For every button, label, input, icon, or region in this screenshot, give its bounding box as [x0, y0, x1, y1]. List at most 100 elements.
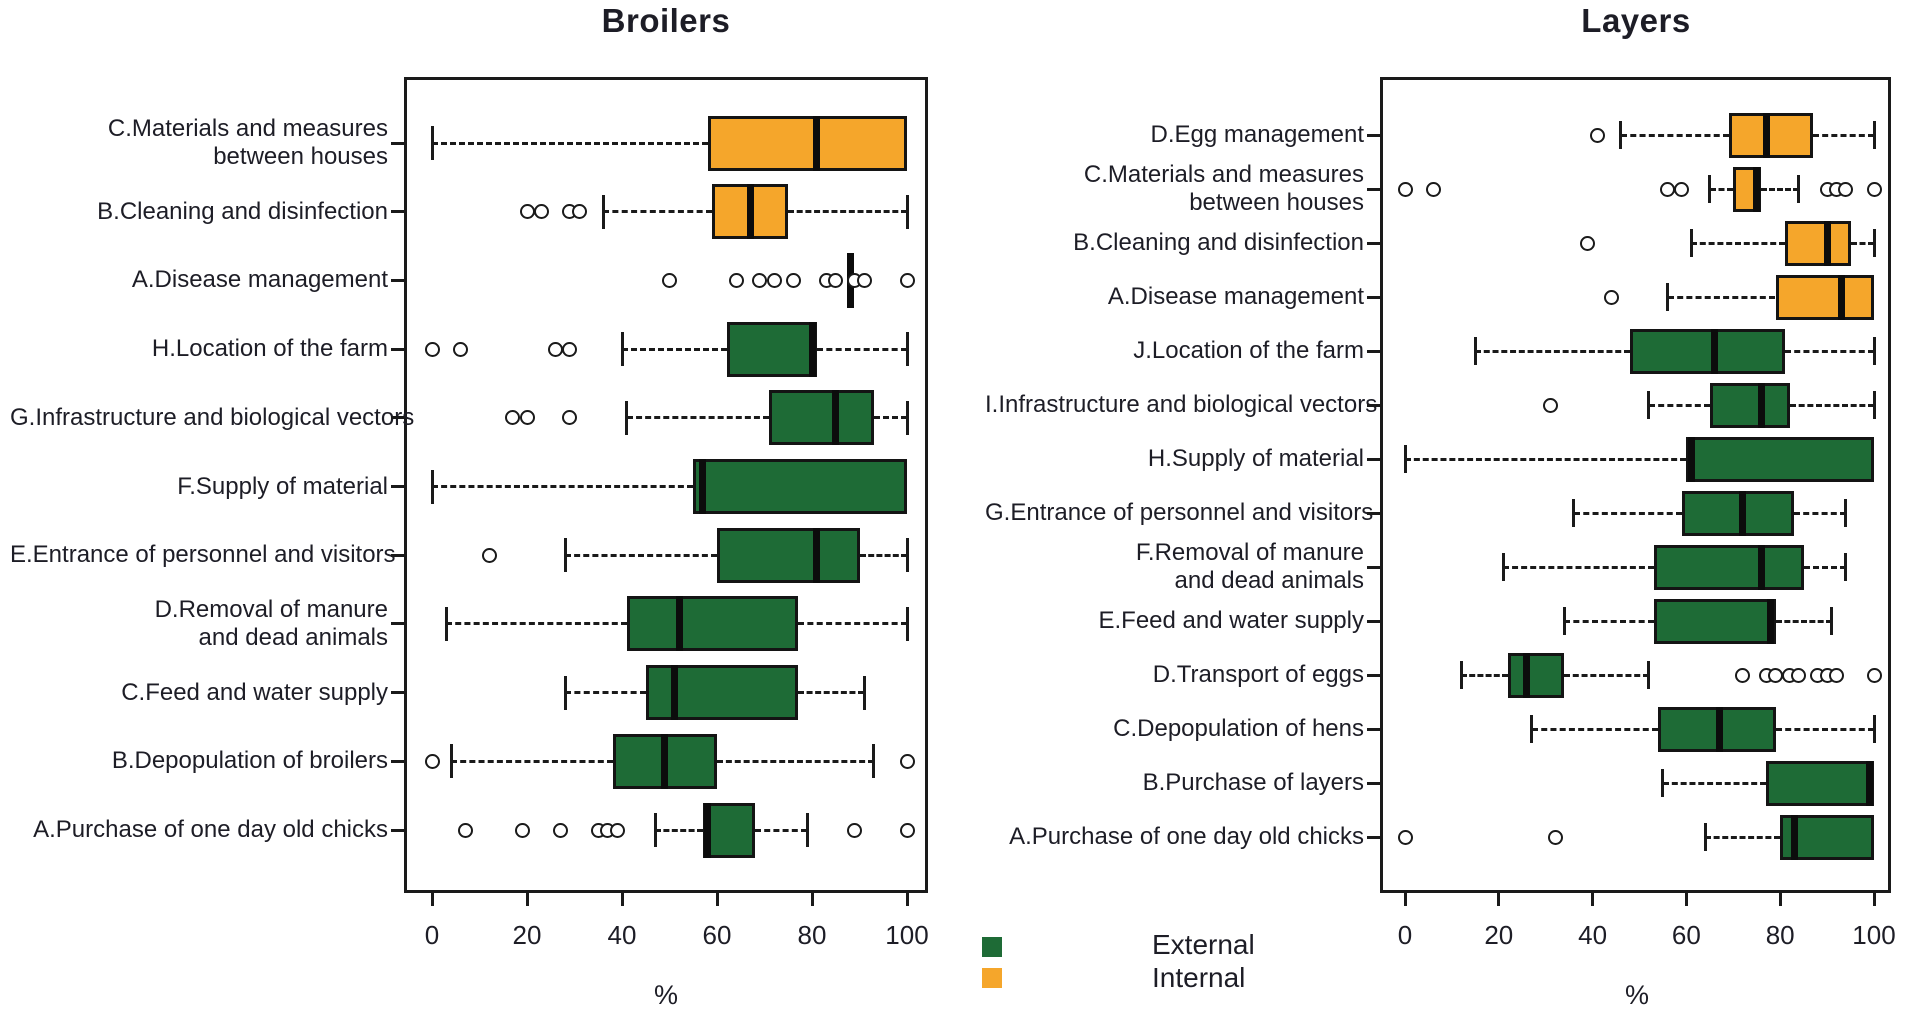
median-line — [1865, 760, 1873, 806]
y-tick — [1367, 727, 1380, 731]
category-label-line: I.Infrastructure and biological vectors — [985, 391, 1378, 418]
upper-whisker — [1789, 403, 1874, 407]
category-label-line: C.Depopulation of hens — [1113, 715, 1364, 742]
median-line — [1757, 544, 1765, 590]
outlier-point — [785, 272, 801, 288]
median-line — [1767, 598, 1775, 644]
lower-whisker-cap — [653, 813, 657, 847]
x-tick — [1872, 893, 1876, 906]
category-label-line: B.Cleaning and disinfection — [97, 197, 388, 225]
outlier-point — [514, 822, 530, 838]
upper-whisker-cap — [1872, 121, 1876, 149]
category-label-line: B.Cleaning and disinfection — [1073, 229, 1364, 256]
x-tick — [1497, 893, 1501, 906]
median-line — [1837, 274, 1845, 320]
lower-whisker — [432, 141, 708, 145]
outlier-point — [899, 272, 915, 288]
lower-whisker-cap — [449, 744, 453, 779]
box-internal — [1775, 274, 1874, 320]
category-label-line: C.Feed and water supply — [121, 678, 388, 706]
outlier-point — [1660, 181, 1676, 197]
category-label-line: D.Transport of eggs — [1152, 661, 1364, 688]
upper-whisker — [816, 347, 907, 351]
y-tick — [1367, 457, 1380, 461]
outlier-point — [1768, 667, 1783, 683]
median-line — [1753, 166, 1761, 212]
outlier-point — [424, 341, 440, 357]
y-tick — [1367, 403, 1380, 407]
lower-whisker-cap — [1708, 175, 1712, 203]
category-label: D.Transport of eggs — [985, 661, 1364, 689]
y-tick — [1367, 349, 1380, 353]
y-tick — [391, 278, 404, 282]
x-tick-label: 40 — [607, 920, 637, 950]
lower-whisker — [1705, 835, 1781, 839]
lower-whisker-cap — [1689, 229, 1693, 257]
upper-whisker-cap — [1872, 715, 1876, 743]
outlier-point — [562, 410, 578, 426]
lower-whisker-cap — [1661, 769, 1665, 797]
category-label: C.Materials and measures between houses — [10, 115, 388, 171]
outlier-point — [1838, 181, 1854, 197]
box-internal — [1728, 112, 1814, 158]
category-label-line: F.Supply of material — [177, 472, 388, 500]
box-external — [693, 459, 907, 514]
outlier-point — [766, 272, 782, 288]
median-line — [832, 390, 840, 446]
plot-area-broilers — [404, 77, 928, 893]
category-label-line: D.Removal of manure — [154, 595, 388, 623]
category-label-line: G.Entrance of personnel and visitors — [985, 499, 1374, 526]
box-internal — [1784, 220, 1851, 266]
median-line — [1762, 112, 1770, 158]
upper-whisker — [755, 828, 808, 832]
upper-whisker — [859, 553, 907, 557]
category-label: B.Purchase of layers — [985, 769, 1364, 797]
lower-whisker-cap — [601, 194, 605, 229]
x-tick-label: 20 — [1484, 920, 1514, 950]
lower-whisker-cap — [1473, 337, 1477, 365]
upper-whisker-cap — [1872, 391, 1876, 419]
lower-whisker — [1648, 403, 1710, 407]
category-label-line: A.Purchase of one day old chicks — [1009, 823, 1364, 850]
lower-whisker — [655, 828, 703, 832]
x-tick-label: 80 — [1765, 920, 1795, 950]
upper-whisker-cap — [872, 744, 876, 779]
upper-whisker-cap — [905, 332, 909, 367]
outlier-point — [1542, 397, 1558, 413]
outlier-point — [609, 822, 625, 838]
median-line — [808, 321, 816, 377]
category-label: B.Cleaning and disinfection — [985, 229, 1364, 257]
category-label: C.Materials and measures between houses — [985, 161, 1364, 217]
outlier-point — [752, 272, 768, 288]
x-tick-label: 100 — [885, 920, 929, 950]
panel-title-broilers: Broilers — [601, 2, 731, 39]
median-line — [1687, 436, 1695, 482]
category-label: A.Purchase of one day old chicks — [985, 823, 1364, 851]
x-tick — [905, 893, 909, 906]
outlier-point — [1866, 667, 1882, 683]
lower-whisker — [1475, 349, 1631, 353]
upper-whisker — [1794, 511, 1846, 515]
outlier-point — [1828, 667, 1844, 683]
x-tick-label: 0 — [1397, 920, 1413, 950]
outlier-point — [662, 272, 677, 288]
category-label: A.Purchase of one day old chicks — [10, 816, 388, 844]
category-label-line: E.Feed and water supply — [1098, 607, 1365, 634]
upper-whisker — [1784, 349, 1874, 353]
category-label-line: D.Egg management — [1150, 121, 1364, 148]
outlier-point — [562, 341, 578, 357]
category-label-line: A.Disease management — [131, 266, 388, 294]
lower-whisker-cap — [430, 469, 434, 504]
x-tick-label: 40 — [1578, 920, 1608, 950]
x-tick-label: 60 — [1671, 920, 1701, 950]
y-tick — [391, 485, 404, 488]
outlier-point — [505, 410, 521, 426]
median-line — [1523, 652, 1531, 698]
category-label-line: A.Disease management — [1107, 283, 1364, 310]
outlier-point — [1791, 667, 1807, 683]
lower-whisker — [565, 691, 646, 695]
y-tick — [391, 691, 404, 695]
median-line — [813, 527, 821, 583]
y-tick — [1367, 511, 1380, 515]
category-label: B.Cleaning and disinfection — [10, 198, 388, 226]
